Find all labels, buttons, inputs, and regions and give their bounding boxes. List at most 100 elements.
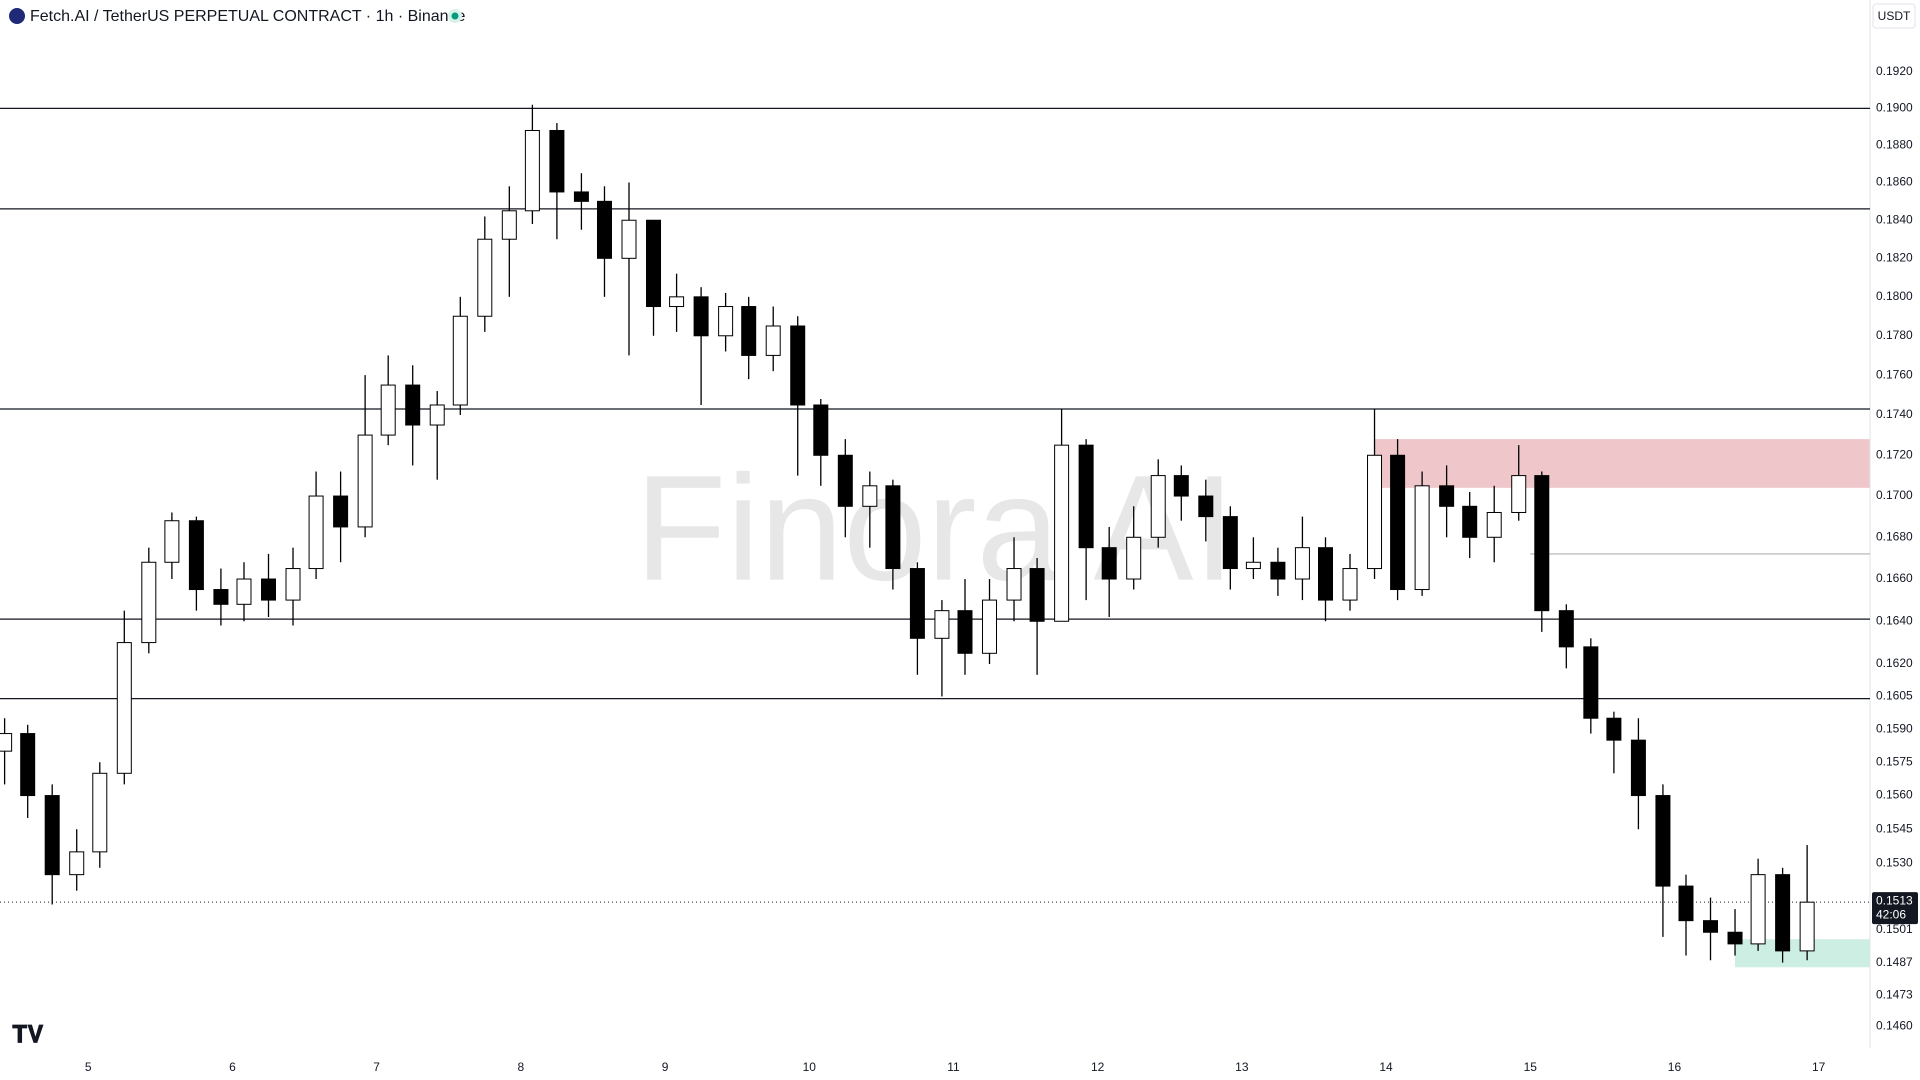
symbol-title[interactable]: Fetch.AI / TetherUS PERPETUAL CONTRACT ·… [30, 8, 466, 25]
logo: 𝐓𝐕 [12, 1021, 44, 1048]
y-tick-label: 0.1900 [1876, 101, 1913, 115]
x-tick-label: 11 [947, 1060, 960, 1074]
candle-body [1150, 475, 1166, 538]
candle-body [1126, 536, 1142, 580]
y-tick-label: 0.1560 [1876, 788, 1913, 802]
candle-body [957, 610, 973, 654]
candle-body [1655, 795, 1671, 887]
candle-body [1245, 561, 1261, 570]
candle-body [1630, 739, 1646, 797]
candle-body [1462, 505, 1478, 538]
x-tick-label: 7 [373, 1060, 380, 1074]
candle-body [141, 561, 157, 644]
y-tick-label: 0.1460 [1876, 1019, 1913, 1033]
candle-body [1342, 568, 1358, 601]
candle-body [1799, 901, 1815, 952]
candle-body [188, 520, 204, 591]
candle-body [573, 191, 589, 202]
y-tick-label: 0.1545 [1876, 821, 1913, 835]
candle-body [308, 495, 324, 570]
candle-body [862, 485, 878, 507]
candle-body [1558, 610, 1574, 648]
candle-body [20, 733, 36, 797]
candle-body [92, 772, 108, 853]
zone [1374, 439, 1870, 488]
y-tick-label: 0.1660 [1876, 571, 1913, 585]
candle-body [213, 589, 229, 605]
candle-body [837, 454, 853, 507]
candle-body [596, 200, 612, 259]
symbol-icon [9, 8, 25, 24]
candle-body [0, 733, 13, 752]
candle-body [934, 610, 950, 639]
candle-body [621, 219, 637, 259]
candle-body [741, 306, 757, 356]
y-tick-label: 0.1760 [1876, 367, 1913, 381]
candle-body [285, 568, 301, 601]
candle-body [982, 599, 998, 654]
x-tick-label: 17 [1812, 1060, 1826, 1074]
candle-body [790, 325, 806, 406]
x-tick-label: 5 [85, 1060, 92, 1074]
candle-body [44, 795, 60, 876]
candle-body [236, 578, 252, 605]
candle-body [333, 495, 349, 528]
candle-body [1101, 547, 1117, 580]
status-dot [451, 12, 459, 20]
candle-body [116, 642, 132, 774]
y-tick-label: 0.1880 [1876, 137, 1913, 151]
candle-body [1078, 444, 1094, 549]
y-tick-label: 0.1605 [1876, 689, 1913, 703]
candle-body [549, 129, 565, 193]
y-tick-label: 0.1640 [1876, 613, 1913, 627]
x-tick-label: 9 [662, 1060, 669, 1074]
candle-body [429, 404, 445, 426]
y-tick-label: 0.1530 [1876, 855, 1913, 869]
currency[interactable]: USDT [1878, 9, 1911, 23]
candle-body [885, 485, 901, 570]
currency-box[interactable] [1872, 3, 1916, 29]
candle-body [1606, 717, 1622, 741]
candle-body [1727, 931, 1743, 945]
y-tick-label: 0.1800 [1876, 289, 1913, 303]
x-tick-label: 8 [518, 1060, 525, 1074]
candle-body [380, 384, 396, 436]
candle-body [1750, 874, 1766, 945]
y-tick-label: 0.1820 [1876, 250, 1913, 264]
candle-body [813, 404, 829, 456]
last-price-badge [1872, 892, 1918, 925]
candle-body [1414, 485, 1430, 591]
countdown-label: 42:06 [1876, 907, 1906, 921]
candle-body [164, 520, 180, 563]
y-tick-label: 0.1780 [1876, 328, 1913, 342]
candle-body [1317, 547, 1333, 601]
candle-body [1270, 561, 1286, 580]
y-tick-label: 0.1501 [1876, 922, 1913, 936]
x-tick-label: 14 [1379, 1060, 1393, 1074]
y-tick-label: 0.1840 [1876, 212, 1913, 226]
y-tick-label: 0.1720 [1876, 447, 1913, 461]
y-tick-label: 0.1575 [1876, 754, 1913, 768]
candle-body [261, 578, 277, 601]
candle-body [1486, 511, 1502, 538]
candle-body [669, 296, 685, 308]
candle-body [1583, 646, 1599, 719]
y-tick-label: 0.1620 [1876, 656, 1913, 670]
candle-body [524, 129, 540, 212]
candle-body [452, 315, 468, 406]
candle-body [765, 325, 781, 356]
candle-body [501, 210, 517, 240]
watermark: Finora AI [635, 444, 1235, 612]
candle-body [1703, 920, 1719, 933]
candle-body [405, 384, 421, 426]
candle-body [693, 296, 709, 337]
y-tick-label: 0.1740 [1876, 407, 1913, 421]
candle-body [1029, 568, 1045, 622]
x-tick-label: 16 [1668, 1060, 1682, 1074]
candle-body [1294, 547, 1310, 580]
x-tick-label: 15 [1524, 1060, 1538, 1074]
candle-body [1775, 874, 1791, 952]
x-tick-label: 12 [1091, 1060, 1105, 1074]
